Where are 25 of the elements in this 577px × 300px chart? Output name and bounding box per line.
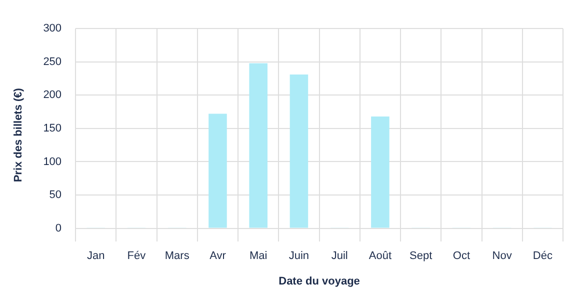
x-tick-label: Déc bbox=[532, 250, 553, 262]
x-tick-label: Mai bbox=[249, 250, 268, 262]
x-axis-title: Date du voyage bbox=[278, 275, 360, 288]
x-tick-label: Oct bbox=[452, 250, 470, 262]
y-tick-label: 100 bbox=[43, 156, 62, 168]
y-tick-label: 50 bbox=[49, 189, 62, 202]
x-tick-label: Fév bbox=[127, 250, 146, 262]
x-tick-label: Juil bbox=[331, 250, 348, 262]
y-axis-title: Prix des billets (€) bbox=[12, 88, 25, 182]
x-tick-label: Nov bbox=[492, 250, 512, 262]
y-tick-label: 300 bbox=[43, 22, 62, 35]
y-tick-label: 250 bbox=[43, 56, 62, 68]
x-tick-label: Août bbox=[368, 250, 392, 262]
x-tick-label: Sept bbox=[410, 250, 432, 262]
bar bbox=[208, 114, 227, 228]
x-tick-label: Avr bbox=[210, 250, 226, 262]
bar bbox=[249, 63, 268, 228]
x-tick-label: Mars bbox=[164, 250, 190, 262]
x-tick-label: Juin bbox=[288, 250, 310, 262]
y-tick-label: 150 bbox=[43, 122, 62, 134]
x-tick-label: Jan bbox=[86, 250, 105, 262]
y-tick-label: 200 bbox=[43, 89, 62, 102]
bar bbox=[371, 116, 390, 228]
y-tick-label: 0 bbox=[55, 222, 62, 234]
bar bbox=[290, 74, 308, 228]
